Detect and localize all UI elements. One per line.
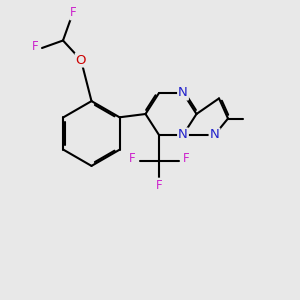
Text: F: F <box>183 152 189 166</box>
Text: F: F <box>70 6 77 20</box>
Text: N: N <box>178 86 188 100</box>
Text: N: N <box>210 128 219 142</box>
Text: N: N <box>178 128 188 142</box>
Text: F: F <box>32 40 39 53</box>
Text: F: F <box>129 152 135 166</box>
Text: O: O <box>76 53 86 67</box>
Text: F: F <box>156 178 162 192</box>
